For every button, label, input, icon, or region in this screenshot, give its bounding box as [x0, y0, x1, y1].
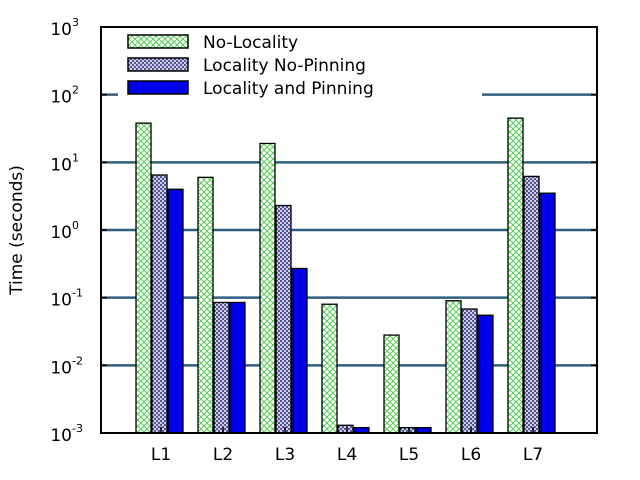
legend-label: Locality and Pinning [203, 79, 374, 99]
x-tick-label: L6 [461, 445, 481, 465]
bar [337, 424, 354, 434]
bar [383, 334, 400, 434]
bar [477, 314, 494, 434]
bar [291, 267, 308, 434]
bar [507, 117, 524, 434]
legend-swatch [127, 80, 189, 95]
y-tick-label: 100 [50, 219, 79, 243]
legend: No-Locality Locality No-Pinning Locality a… [127, 33, 374, 99]
x-tick-label: L1 [151, 445, 171, 465]
y-tick-label: 10-3 [50, 422, 83, 446]
bar [167, 188, 184, 434]
bars [135, 117, 556, 434]
bar [523, 175, 540, 434]
y-tick-label: 102 [50, 84, 79, 108]
legend-label: No-Locality [203, 33, 298, 53]
bar [321, 303, 338, 434]
bar [229, 301, 246, 434]
bar [275, 204, 292, 434]
x-tick-label: L3 [275, 445, 295, 465]
bar [213, 301, 230, 434]
bar [197, 176, 214, 434]
legend-swatch [127, 34, 189, 49]
y-tick-label: 103 [50, 16, 79, 40]
axes: 10-3 10-2 10-1 100 101 102 103 L1 L2 L3 L4 L5 L6 L7 [50, 16, 597, 465]
x-tick-label: L5 [399, 445, 419, 465]
x-tick-label: L4 [337, 445, 357, 465]
legend-swatch [127, 57, 189, 72]
x-tick-label: L2 [213, 445, 233, 465]
bar [461, 308, 478, 434]
x-tick-label: L7 [523, 445, 543, 465]
y-tick-label: 10-2 [50, 354, 83, 378]
bar [259, 142, 276, 434]
bar [135, 122, 152, 434]
bar [539, 192, 556, 434]
legend-label: Locality No-Pinning [203, 56, 366, 76]
y-tick-label: 10-1 [50, 287, 83, 311]
bar [445, 300, 462, 434]
bar [151, 174, 168, 434]
y-axis-label: Time (seconds) [7, 165, 27, 296]
y-tick-label: 101 [50, 151, 79, 175]
